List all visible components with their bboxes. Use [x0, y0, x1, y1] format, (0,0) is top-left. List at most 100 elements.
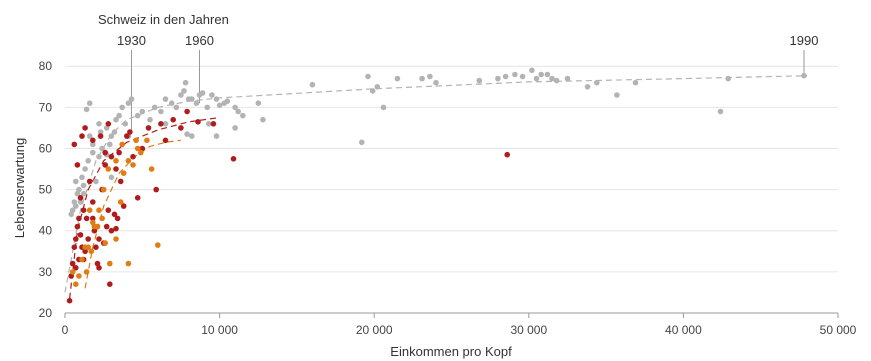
data-point-gray [725, 75, 731, 82]
data-point-gray [96, 121, 102, 127]
data-point-gray [93, 178, 99, 185]
data-point-red [107, 281, 113, 288]
data-point-red [73, 265, 79, 271]
data-point-orange [85, 244, 91, 250]
data-point-gray [232, 125, 238, 131]
data-point-red [178, 125, 184, 131]
data-point-gray [139, 108, 146, 115]
trend-line-trend_orange [84, 139, 181, 289]
x-tick-label: 30 000 [510, 323, 547, 337]
y-tick-label: 70 [39, 100, 53, 114]
data-point-orange [120, 170, 127, 176]
data-point-orange [148, 166, 155, 172]
data-point-gray [86, 100, 93, 106]
data-point-red [82, 248, 88, 255]
data-point-orange [144, 137, 150, 144]
data-point-gray [113, 116, 119, 123]
data-point-gray [544, 71, 551, 78]
data-point-gray [374, 84, 381, 90]
data-point-gray [181, 88, 187, 94]
data-point-gray [162, 96, 169, 102]
data-point-gray [122, 121, 129, 127]
data-point-gray [73, 203, 79, 209]
data-point-gray [394, 75, 401, 82]
data-point-orange [133, 137, 139, 144]
data-point-orange [102, 240, 108, 246]
data-point-gray [86, 133, 93, 139]
data-point-gray [529, 67, 535, 74]
data-point-gray [134, 112, 141, 119]
data-point-red [86, 178, 93, 185]
data-point-gray [85, 158, 91, 164]
data-point-gray [184, 131, 190, 137]
data-point-gray [365, 73, 371, 80]
data-point-orange [113, 158, 119, 164]
data-point-red [158, 121, 164, 127]
data-point-gray [125, 100, 132, 106]
data-point-gray [128, 96, 135, 102]
data-point-gray [717, 108, 724, 115]
data-point-red [504, 151, 511, 158]
data-point-gray [162, 121, 169, 127]
data-point-red [108, 153, 115, 160]
data-point-orange [125, 158, 132, 164]
data-point-gray [189, 96, 195, 102]
data-point-orange [134, 145, 141, 152]
data-point-gray [553, 77, 560, 84]
data-point-gray [76, 186, 82, 193]
data-point-red [153, 186, 159, 193]
data-point-gray [476, 77, 483, 84]
data-point-gray [614, 92, 620, 98]
data-point-gray [206, 121, 212, 127]
data-point-red [230, 156, 237, 162]
data-point-red [134, 195, 141, 201]
data-point-red [113, 166, 119, 172]
data-point-orange [88, 248, 95, 255]
data-point-orange [76, 273, 82, 279]
data-point-gray [209, 92, 215, 98]
data-point-gray [107, 141, 113, 148]
data-point-gray [224, 98, 231, 104]
data-point-gray [502, 73, 509, 80]
y-tick-label: 50 [39, 183, 53, 197]
data-point-gray [80, 190, 87, 197]
data-point-gray [433, 79, 439, 86]
annotation-group-label: Schweiz in den Jahren [98, 12, 229, 27]
data-point-red [105, 121, 112, 127]
data-point-red [96, 236, 102, 242]
trend-line-trend_red [69, 117, 220, 299]
data-point-gray [495, 75, 501, 82]
data-point-gray [564, 75, 571, 82]
data-point-gray [82, 166, 88, 172]
data-point-red [82, 125, 88, 131]
data-point-gray [216, 102, 223, 109]
data-point-red [74, 162, 81, 168]
data-point-gray [213, 96, 220, 102]
data-point-red [117, 178, 124, 185]
data-point-red [71, 141, 78, 148]
data-point-gray [519, 73, 526, 80]
data-point-gray [99, 145, 105, 152]
data-point-red [96, 265, 102, 271]
data-point-orange [86, 207, 93, 213]
data-point-orange [69, 269, 76, 275]
data-point-gray [69, 207, 76, 213]
data-point-red [90, 199, 96, 205]
y-tick-label: 40 [39, 224, 53, 238]
data-point-gray [90, 149, 96, 156]
data-point-gray [232, 104, 238, 111]
data-point-red [90, 215, 96, 222]
data-point-red [113, 225, 119, 232]
data-point-gray [90, 141, 96, 148]
data-point-red [105, 207, 112, 213]
x-tick-label: 0 [62, 323, 69, 337]
ticks-layer: 20 30 40 50 60 70 80 0 10 000 20 000 30 000 40 000 5… [39, 59, 857, 337]
data-point-red [130, 153, 136, 160]
data-point-gray [108, 174, 115, 181]
data-point-orange [105, 166, 112, 172]
data-point-gray [77, 199, 84, 205]
data-point-orange [119, 141, 125, 148]
data-point-gray [533, 75, 540, 82]
data-point-red [111, 211, 118, 218]
